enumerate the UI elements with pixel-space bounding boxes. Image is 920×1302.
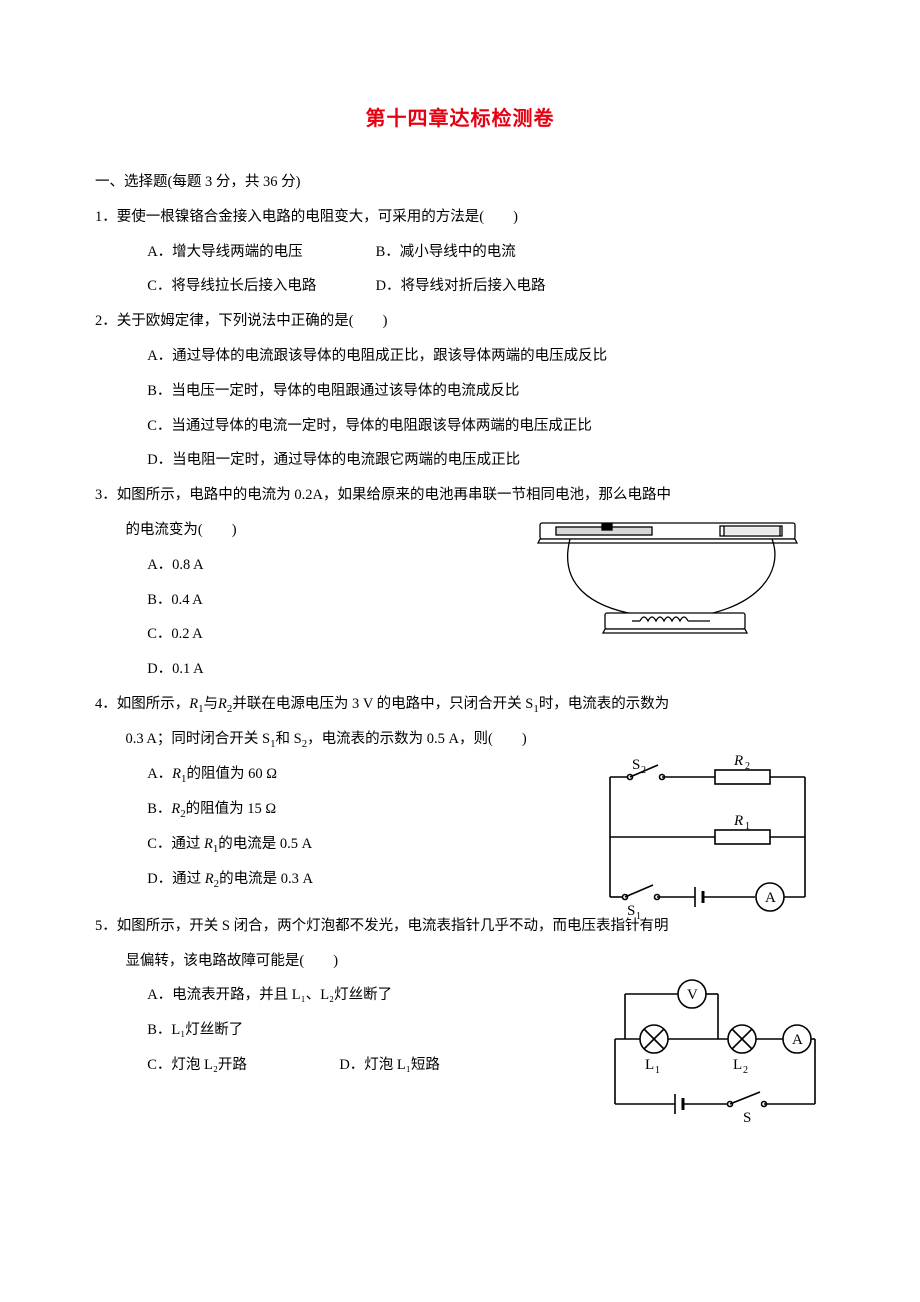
sym-R2: R (218, 696, 227, 712)
q2-opt-b: B．当电压一定时，导体的电阻跟通过该导体的电流成反比 (95, 374, 825, 409)
q2-opt-c: C．当通过导体的电流一定时，导体的电阻跟该导体两端的电压成正比 (95, 409, 825, 444)
q5-opt-d: D．灯泡 L₁短路 (339, 1057, 440, 1073)
q1-opt-d: D．将导线对折后接入电路 (376, 269, 546, 304)
q5-stem: 5．如图所示，开关 S 闭合，两个灯泡都不发光，电流表指针几乎不动，而电压表指针… (95, 909, 825, 944)
svg-text:1: 1 (745, 821, 750, 832)
q3-stem: 3．如图所示，电路中的电流为 0.2A，如果给原来的电池再串联一节相同电池，那么… (95, 478, 825, 513)
q3-figure (510, 518, 825, 638)
q1-opt-c: C．将导线拉长后接入电路 (147, 269, 372, 304)
sym-R1: R (189, 696, 198, 712)
q4-stem2: 0.3 A；同时闭合开关 S1和 S2，电流表的示数为 0.5 A，则( ) (95, 722, 825, 757)
q1-stem: 1．要使一根镍铬合金接入电路的电阻变大，可采用的方法是( ) (95, 200, 825, 235)
q5-figure: V A L1 L2 S (600, 974, 825, 1124)
svg-text:S: S (743, 1110, 751, 1126)
q5-opt-c: C．灯泡 L₂开路 (147, 1048, 336, 1083)
q3-block: 3．如图所示，电路中的电流为 0.2A，如果给原来的电池再串联一节相同电池，那么… (95, 478, 825, 687)
q4-figure: S2 R2 R1 S1 A (600, 757, 815, 917)
q1-opt-a: A．增大导线两端的电压 (147, 235, 372, 270)
q4-stem: 4．如图所示，R1与R2并联在电源电压为 3 V 的电路中，只闭合开关 S1时，… (95, 687, 825, 722)
svg-text:L: L (645, 1057, 654, 1073)
q4-block: 4．如图所示，R1与R2并联在电源电压为 3 V 的电路中，只闭合开关 S1时，… (95, 687, 825, 909)
svg-text:S: S (632, 757, 640, 773)
q1-opt-b: B．减小导线中的电流 (376, 235, 516, 270)
q2-opt-d: D．当电阻一定时，通过导体的电流跟它两端的电压成正比 (95, 443, 825, 478)
q2-opt-a: A．通过导体的电流跟该导体的电阻成正比，跟该导体两端的电压成反比 (95, 339, 825, 374)
q1-row1: A．增大导线两端的电压 B．减小导线中的电流 (95, 235, 825, 270)
svg-text:R: R (733, 813, 743, 829)
svg-text:2: 2 (641, 765, 646, 776)
svg-text:R: R (733, 753, 743, 769)
q2-stem: 2．关于欧姆定律，下列说法中正确的是( ) (95, 304, 825, 339)
section-header: 一、选择题(每题 3 分，共 36 分) (95, 165, 825, 200)
q5-block: 5．如图所示，开关 S 闭合，两个灯泡都不发光，电流表指针几乎不动，而电压表指针… (95, 909, 825, 1083)
svg-text:A: A (792, 1032, 803, 1048)
q3-opt-d: D．0.1 A (147, 652, 825, 687)
svg-text:2: 2 (743, 1065, 748, 1076)
svg-text:L: L (733, 1057, 742, 1073)
svg-text:2: 2 (745, 761, 750, 772)
svg-text:A: A (765, 890, 776, 906)
svg-text:V: V (687, 987, 698, 1003)
q1-row2: C．将导线拉长后接入电路 D．将导线对折后接入电路 (95, 269, 825, 304)
page-title: 第十四章达标检测卷 (95, 95, 825, 143)
svg-text:1: 1 (655, 1065, 660, 1076)
